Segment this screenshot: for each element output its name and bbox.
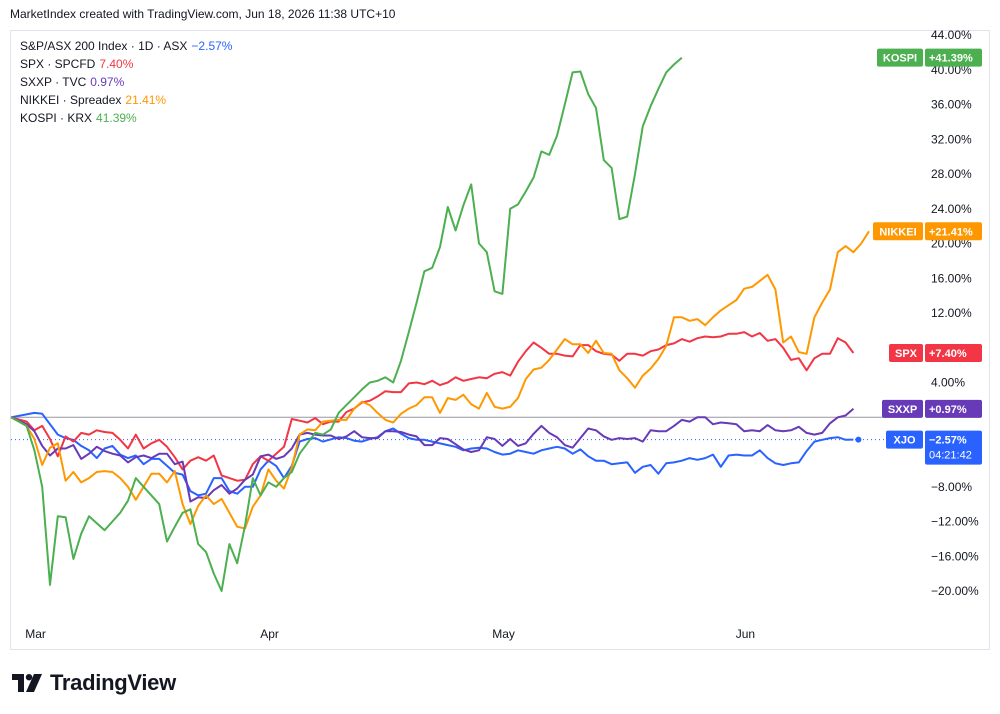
y-tick-label: −8.00% bbox=[931, 480, 972, 494]
series-line-kospi[interactable] bbox=[10, 56, 683, 592]
y-tick-label: −20.00% bbox=[931, 584, 979, 598]
tradingview-logo[interactable]: TradingView bbox=[12, 670, 176, 696]
price-badge-label: XJO bbox=[893, 435, 915, 447]
price-badge-kospi[interactable]: KOSPI +41.39% bbox=[877, 48, 982, 67]
series-line-sxxp[interactable] bbox=[10, 408, 855, 503]
y-tick-label: 12.00% bbox=[931, 306, 972, 320]
price-badge-value-box bbox=[925, 48, 982, 67]
y-tick-label: 4.00% bbox=[931, 376, 965, 390]
price-badge-countdown: 04:21:42 bbox=[929, 450, 972, 462]
price-badge-label: SXXP bbox=[888, 404, 917, 416]
legend-item-label: S&P/ASX 200 Index · 1D · ASX bbox=[20, 39, 188, 53]
price-badge-label: KOSPI bbox=[883, 53, 917, 65]
legend-item-value: 0.97% bbox=[90, 75, 125, 89]
price-badge-value-box bbox=[925, 430, 982, 465]
y-tick-label: −12.00% bbox=[931, 515, 979, 529]
tradingview-logo-text: TradingView bbox=[50, 670, 176, 695]
x-tick-label: May bbox=[492, 627, 515, 641]
y-tick-label: 28.00% bbox=[931, 167, 972, 181]
y-tick-label: 32.00% bbox=[931, 132, 972, 146]
legend: S&P/ASX 200 Index · 1D · ASX −2.57% SPX ·… bbox=[20, 37, 232, 127]
price-badge-value: +7.40% bbox=[929, 348, 967, 360]
legend-item-label: SPX · SPCFD bbox=[20, 57, 96, 71]
price-badge-value: +21.41% bbox=[929, 226, 973, 238]
price-badge-xjo[interactable]: XJO −2.57% 04:21:42 bbox=[886, 430, 982, 465]
chart-frame[interactable] bbox=[10, 30, 990, 650]
price-badge-label: NIKKEI bbox=[879, 226, 916, 238]
legend-item-label: KOSPI · KRX bbox=[20, 111, 93, 125]
legend-item-kospi[interactable]: KOSPI · KRX 41.39% bbox=[20, 109, 232, 127]
price-badge-label-box bbox=[886, 430, 923, 449]
tradingview-logo-icon bbox=[12, 674, 42, 692]
price-badge-value-box bbox=[925, 399, 982, 418]
series-line-nikkei[interactable] bbox=[10, 230, 870, 530]
attribution-header: MarketIndex created with TradingView.com… bbox=[10, 7, 396, 21]
y-tick-label: 24.00% bbox=[931, 202, 972, 216]
price-badge-value-box bbox=[925, 222, 982, 241]
price-badge-label: SPX bbox=[895, 348, 918, 360]
y-tick-label: 36.00% bbox=[931, 98, 972, 112]
price-badge-sxxp[interactable]: SXXP +0.97% bbox=[882, 399, 982, 418]
price-badge-value: −2.57% bbox=[929, 435, 967, 447]
legend-item-nikkei[interactable]: NIKKEI · Spreadex 21.41% bbox=[20, 91, 232, 109]
legend-item-label: SXXP · TVC bbox=[20, 75, 87, 89]
price-badge-label-box bbox=[889, 343, 923, 362]
price-badge-value: +0.97% bbox=[929, 404, 967, 416]
legend-item-value: 41.39% bbox=[96, 111, 137, 125]
legend-item-sxxp[interactable]: SXXP · TVC 0.97% bbox=[20, 73, 232, 91]
series-line-xjo[interactable] bbox=[10, 411, 854, 497]
price-badge-nikkei[interactable]: NIKKEI +21.41% bbox=[873, 222, 982, 241]
legend-item-xjo[interactable]: S&P/ASX 200 Index · 1D · ASX −2.57% bbox=[20, 37, 232, 55]
legend-item-spx[interactable]: SPX · SPCFD 7.40% bbox=[20, 55, 232, 73]
legend-item-label: NIKKEI · Spreadex bbox=[20, 93, 122, 107]
price-badge-label-box bbox=[873, 222, 923, 241]
y-tick-label: 44.00% bbox=[931, 28, 972, 42]
price-badge-spx[interactable]: SPX +7.40% bbox=[889, 343, 982, 362]
y-tick-label: −16.00% bbox=[931, 549, 979, 563]
x-tick-label: Apr bbox=[260, 627, 279, 641]
x-tick-label: Mar bbox=[25, 627, 46, 641]
series-line-spx[interactable] bbox=[10, 331, 855, 482]
price-badge-label-box bbox=[877, 48, 923, 67]
price-badge-value: +41.39% bbox=[929, 53, 973, 65]
xjo-last-point bbox=[855, 436, 862, 443]
legend-item-value: 7.40% bbox=[99, 57, 134, 71]
price-badge-label-box bbox=[882, 399, 923, 418]
legend-item-value: 21.41% bbox=[125, 93, 167, 107]
legend-item-value: −2.57% bbox=[191, 39, 233, 53]
y-tick-label: 16.00% bbox=[931, 271, 972, 285]
x-tick-label: Jun bbox=[736, 627, 755, 641]
price-badge-value-box bbox=[925, 343, 982, 362]
